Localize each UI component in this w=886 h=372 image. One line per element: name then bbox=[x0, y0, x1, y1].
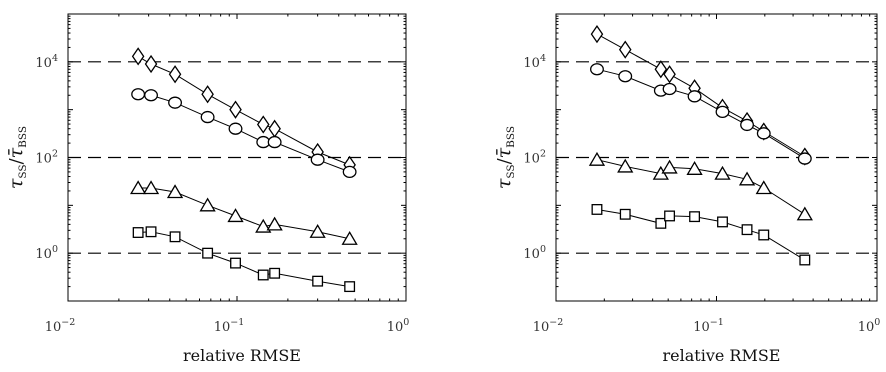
data-point-triangle bbox=[166, 184, 184, 199]
data-point-circle bbox=[256, 135, 271, 149]
data-point-triangle bbox=[755, 180, 772, 195]
data-point-square bbox=[664, 210, 676, 222]
x-tick-label: 10−1 bbox=[693, 317, 724, 335]
data-point-diamond bbox=[590, 24, 604, 44]
y-tick-label: 100 bbox=[35, 244, 58, 262]
x-tick-label: 10−2 bbox=[533, 317, 564, 335]
data-point-triangle bbox=[309, 223, 326, 238]
data-point-square bbox=[230, 257, 241, 269]
data-point-triangle bbox=[714, 165, 731, 180]
data-point-square bbox=[741, 224, 753, 236]
data-point-diamond bbox=[229, 100, 242, 119]
data-point-triangle bbox=[661, 159, 678, 174]
data-point-square bbox=[344, 281, 356, 293]
y-axis-label: τSS/τ̄BSS bbox=[5, 126, 29, 189]
data-point-square bbox=[591, 204, 603, 215]
data-point-diamond bbox=[268, 119, 281, 138]
data-point-circle bbox=[342, 165, 357, 179]
data-point-diamond bbox=[144, 54, 158, 74]
data-point-diamond bbox=[131, 47, 145, 66]
y-tick-label: 100 bbox=[523, 244, 546, 262]
data-point-triangle bbox=[588, 151, 606, 166]
data-point-circle bbox=[168, 96, 183, 109]
data-point-diamond bbox=[618, 40, 632, 59]
data-point-circle bbox=[740, 118, 754, 132]
data-point-circle bbox=[310, 153, 325, 166]
data-point-square bbox=[655, 217, 667, 229]
data-point-triangle bbox=[266, 216, 283, 231]
data-point-square bbox=[717, 216, 728, 228]
data-point-circle bbox=[715, 105, 730, 119]
y-axis-label: τSS/τ̄BSS bbox=[493, 126, 517, 189]
data-point-square bbox=[202, 247, 214, 259]
data-point-triangle bbox=[738, 171, 756, 186]
data-point-square bbox=[312, 275, 324, 287]
data-point-triangle bbox=[142, 180, 160, 195]
y-tick-label: 104 bbox=[523, 53, 546, 71]
data-point-diamond bbox=[168, 65, 182, 84]
data-point-circle bbox=[131, 88, 146, 101]
y-tick-label: 104 bbox=[35, 53, 58, 71]
data-point-triangle bbox=[617, 158, 634, 173]
data-point-square bbox=[257, 269, 269, 281]
data-point-circle bbox=[590, 63, 604, 76]
data-point-square bbox=[269, 267, 281, 279]
data-point-circle bbox=[267, 135, 282, 149]
data-point-square bbox=[619, 208, 631, 220]
chart-panel-1: 10−2 10−1 100 100 102 104 relative RMSE τSS/τ̄B… bbox=[5, 13, 410, 365]
data-point-diamond bbox=[201, 85, 214, 104]
data-point-circle bbox=[687, 90, 702, 103]
data-point-square bbox=[689, 211, 701, 223]
data-point-triangle bbox=[796, 206, 813, 221]
chart-panel-2: 10−2 10−1 100 100 102 104 relative RMSE τSS/τ̄B… bbox=[493, 13, 881, 365]
data-point-square bbox=[145, 226, 157, 238]
data-point-triangle bbox=[686, 161, 703, 175]
data-point-triangle bbox=[129, 180, 147, 195]
x-tick-label: 10−1 bbox=[214, 317, 245, 335]
data-point-circle bbox=[144, 89, 158, 102]
data-point-square bbox=[169, 231, 181, 243]
data-point-circle bbox=[618, 70, 633, 83]
x-axis-label: relative RMSE bbox=[663, 346, 781, 365]
data-point-triangle bbox=[255, 218, 272, 233]
data-point-triangle bbox=[227, 208, 244, 223]
data-point-triangle bbox=[199, 197, 216, 212]
x-tick-label: 100 bbox=[858, 317, 881, 335]
data-point-circle bbox=[797, 152, 812, 165]
x-tick-label: 100 bbox=[387, 317, 410, 335]
data-point-square bbox=[799, 254, 811, 266]
x-axis-label: relative RMSE bbox=[183, 346, 301, 365]
y-tick-label: 102 bbox=[35, 149, 58, 167]
data-point-circle bbox=[200, 110, 215, 124]
series-line-circle bbox=[596, 68, 806, 160]
data-point-circle bbox=[662, 82, 677, 96]
data-point-circle bbox=[228, 122, 243, 135]
y-tick-label: 102 bbox=[523, 149, 546, 167]
x-tick-label: 10−2 bbox=[45, 317, 76, 335]
data-point-diamond bbox=[256, 115, 270, 134]
data-point-circle bbox=[756, 127, 771, 140]
data-point-diamond bbox=[654, 60, 668, 79]
data-point-square bbox=[132, 227, 144, 238]
data-point-diamond bbox=[663, 65, 676, 84]
data-point-square bbox=[758, 229, 770, 241]
data-point-triangle bbox=[341, 230, 358, 245]
